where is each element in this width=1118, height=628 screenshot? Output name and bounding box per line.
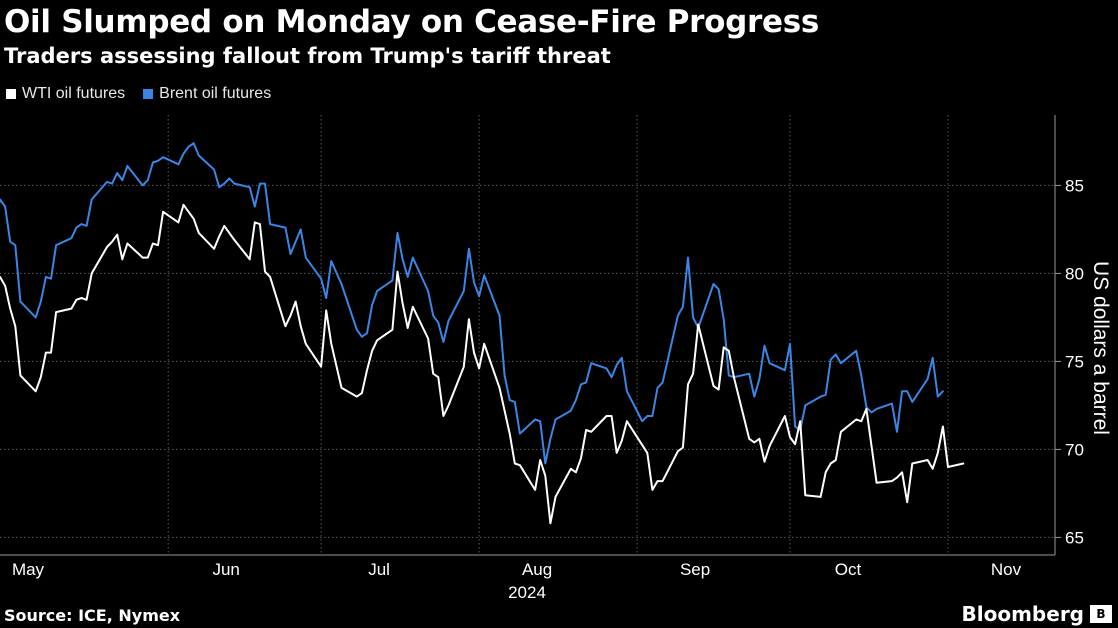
legend-label-wti: WTI oil futures (22, 85, 126, 102)
x-tick-label: May (12, 560, 45, 579)
legend-item-wti: WTI oil futures (6, 85, 125, 103)
x-tick-label: Nov (991, 560, 1022, 579)
y-tick-label: 65 (1065, 528, 1084, 547)
y-tick-label: 75 (1065, 352, 1084, 371)
y-tick-label: 70 (1065, 440, 1084, 459)
bloomberg-b-icon: B (1090, 605, 1112, 623)
y-axis-label: US dollars a barrel (1089, 261, 1112, 435)
brand-logo: Bloomberg B (962, 602, 1112, 626)
legend-item-brent: Brent oil futures (143, 85, 271, 103)
y-tick-label: 80 (1065, 264, 1084, 283)
x-tick-label: Sep (680, 560, 710, 579)
x-axis-year-label: 2024 (508, 583, 546, 602)
series-line-wti (0, 203, 965, 525)
brand-name: Bloomberg (961, 602, 1084, 626)
x-tick-label: Oct (835, 560, 862, 579)
x-tick-label: Aug (522, 560, 552, 579)
chart-subtitle: Traders assessing fallout from Trump's t… (4, 44, 611, 68)
series-layer (0, 142, 965, 525)
y-tick-label: 85 (1065, 176, 1084, 195)
x-tick-label: Jul (368, 560, 390, 579)
axis-layer: 65 70 75 80 85 May Jun Jul Aug Sep Oct Nov (0, 115, 1084, 579)
legend-label-brent: Brent oil futures (159, 85, 272, 102)
legend-swatch-wti (6, 89, 16, 99)
source-note: Source: ICE, Nymex (4, 606, 181, 625)
series-line-brent (0, 142, 944, 465)
legend-swatch-brent (143, 89, 154, 99)
x-tick-label: Jun (212, 560, 239, 579)
grid-layer (0, 115, 1055, 555)
legend: WTI oil futures Brent oil futures (6, 85, 271, 103)
chart-title: Oil Slumped on Monday on Cease-Fire Prog… (4, 4, 820, 40)
